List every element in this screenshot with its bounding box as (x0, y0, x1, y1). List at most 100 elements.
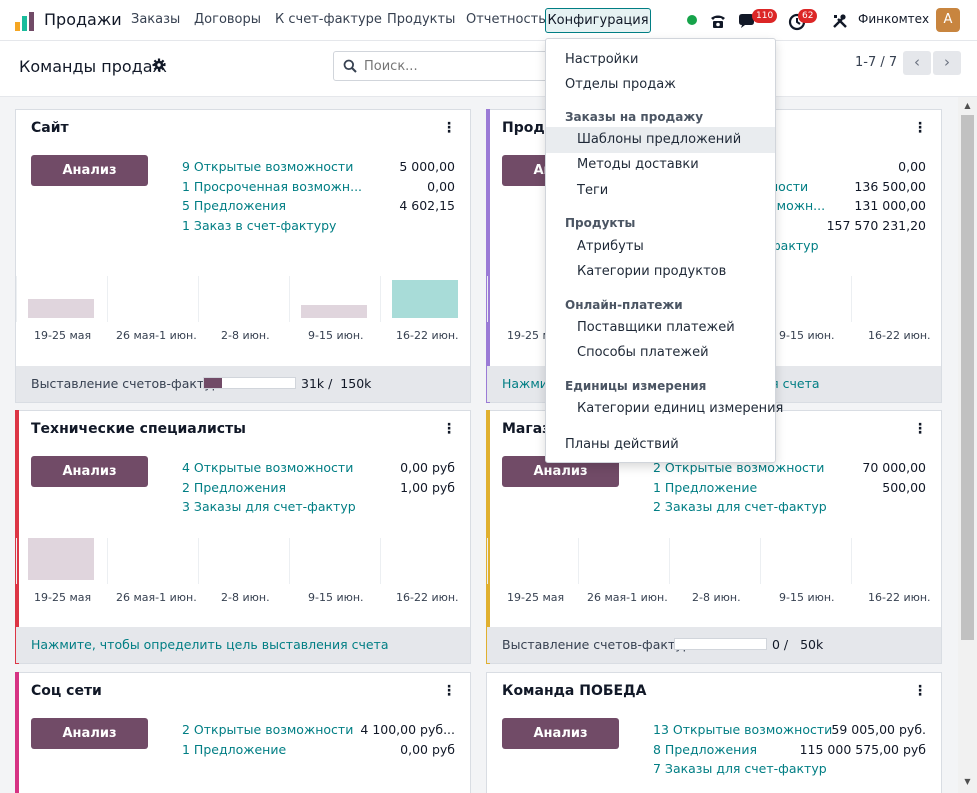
card-menu-icon[interactable]: ⋮ (913, 421, 927, 437)
card-menu-icon[interactable]: ⋮ (442, 421, 456, 437)
phone-icon[interactable] (708, 11, 728, 31)
dropdown-section-sales-orders: Заказы на продажу (565, 110, 704, 124)
card-graph[interactable] (16, 276, 470, 322)
dropdown-section-units-of-measure: Единицы измерения (565, 379, 707, 393)
card-graph[interactable] (487, 538, 941, 584)
graph-bar[interactable] (28, 538, 94, 580)
card-menu-icon[interactable]: ⋮ (442, 683, 456, 699)
team-card-social[interactable]: Соц сети ⋮ Анализ продаж 2 Открытые возм… (15, 672, 471, 793)
chat-icon[interactable] (737, 11, 757, 31)
stat-quotations[interactable]: 8 Предложения (653, 742, 757, 757)
stat-quotations[interactable]: 1 Предложение (653, 480, 758, 495)
stat-value: 5 000,00 (399, 159, 455, 174)
dropdown-item-payment-providers[interactable]: Поставщики платежей (577, 320, 735, 335)
stat-quotations[interactable]: 5 Предложения (182, 198, 286, 213)
invoicing-target-link-end[interactable]: ия счета (763, 376, 820, 391)
pager-previous-button[interactable]: ‹ (903, 51, 931, 75)
invoicing-target-link[interactable]: Нажми (502, 376, 548, 391)
stat-orders-to-invoice[interactable]: 3 Заказы для счет-фактур (182, 499, 356, 514)
sales-analysis-button[interactable]: Анализ продаж (502, 718, 619, 772)
graph-label: 9-15 июн. (308, 591, 364, 604)
stat-orders-to-invoice[interactable]: 1 Заказ в счет-фактуру (182, 218, 337, 233)
activities-badge: 62 (798, 9, 818, 23)
invoicing-progress-bar[interactable] (203, 377, 296, 389)
stat-open-opportunities[interactable]: 2 Открытые возможности (182, 722, 354, 737)
dropdown-item-uom-categories[interactable]: Категории единиц измерения (577, 401, 784, 416)
card-color-accent (486, 410, 490, 664)
card-title[interactable]: Прода (502, 120, 555, 136)
pager-next-button[interactable]: › (933, 51, 961, 75)
tools-icon[interactable] (830, 11, 850, 31)
card-menu-icon[interactable]: ⋮ (442, 120, 456, 136)
scroll-thumb[interactable] (961, 115, 974, 640)
stat-link[interactable]: зможн... (770, 198, 826, 213)
scroll-up-arrow[interactable]: ▲ (964, 101, 971, 110)
invoicing-label: Выставление счетов-фактур (502, 637, 691, 652)
card-title[interactable]: Команда ПОБЕДА (502, 683, 647, 699)
dropdown-item-activity-plans[interactable]: Планы действий (565, 437, 679, 452)
menu-to-invoice[interactable]: К счет-фактуре (275, 12, 382, 27)
stat-quotations[interactable]: 2 Предложения (182, 480, 286, 495)
control-panel: Команды продаж 1-7 / 7 ‹ › (0, 41, 977, 97)
card-title[interactable]: Соц сети (31, 683, 102, 699)
dropdown-item-attributes[interactable]: Атрибуты (577, 239, 644, 254)
stat-orders-to-invoice[interactable]: 7 Заказы для счет-фактур (653, 761, 827, 776)
card-graph[interactable] (16, 538, 470, 584)
sales-analysis-button[interactable]: Анализ продаж (31, 155, 148, 209)
search-input[interactable] (364, 56, 544, 76)
stat-overdue-opportunity[interactable]: 1 Просроченная возможн... (182, 179, 363, 194)
dropdown-section-online-payments: Онлайн-платежи (565, 298, 683, 312)
search-box[interactable] (333, 51, 553, 81)
stat-value: 70 000,00 (862, 460, 926, 475)
menu-reporting[interactable]: Отчетность (466, 12, 546, 27)
stat-quotations[interactable]: 1 Предложение (182, 742, 287, 757)
stat-link[interactable]: фактур (770, 238, 819, 253)
dropdown-item-delivery-methods[interactable]: Методы доставки (577, 157, 699, 172)
stat-value: 4 100,00 руб... (360, 722, 455, 737)
page-scrollbar[interactable]: ▲ ▼ (958, 97, 977, 793)
dropdown-item-settings[interactable]: Настройки (565, 52, 639, 67)
invoicing-progress-bar[interactable] (674, 638, 767, 650)
stat-open-opportunities[interactable]: 9 Открытые возможности (182, 159, 354, 174)
sales-analysis-button[interactable]: Анализ продаж (31, 718, 148, 772)
dropdown-item-payment-methods[interactable]: Способы платежей (577, 345, 709, 360)
graph-label: 9-15 июн. (779, 329, 835, 342)
card-menu-icon[interactable]: ⋮ (913, 683, 927, 699)
sales-chart-icon[interactable] (14, 10, 36, 32)
company-name[interactable]: Финкомтех (858, 12, 930, 26)
card-footer: Выставление счетов-фактур 0 / 50k (487, 627, 941, 663)
stat-value: 0,00 руб (400, 460, 455, 475)
app-name[interactable]: Продажи (44, 10, 122, 29)
gear-icon[interactable] (152, 58, 166, 72)
menu-configuration[interactable]: Конфигурация (545, 8, 651, 33)
menu-products[interactable]: Продукты (387, 12, 456, 27)
card-title[interactable]: Магаз (502, 421, 551, 437)
graph-bar[interactable] (301, 305, 367, 318)
scroll-down-arrow[interactable]: ▼ (964, 777, 971, 786)
invoicing-target-link[interactable]: Нажмите, чтобы определить цель выставлен… (31, 637, 389, 652)
team-card-technical[interactable]: Технические специалисты ⋮ Анализ продаж … (15, 410, 471, 664)
stat-open-opportunities[interactable]: 13 Открытые возможности (653, 722, 833, 737)
graph-label: 26 мая-1 июн. (587, 591, 668, 604)
sales-analysis-button[interactable]: Анализ продаж (31, 456, 148, 510)
stat-link[interactable]: ности (770, 179, 809, 194)
stat-open-opportunities[interactable]: 4 Открытые возможности (182, 460, 354, 475)
team-card-website[interactable]: Сайт ⋮ Анализ продаж 9 Открытые возможно… (15, 109, 471, 403)
stat-open-opportunities[interactable]: 2 Открытые возможности (653, 460, 825, 475)
card-title[interactable]: Технические специалисты (31, 421, 246, 437)
card-title[interactable]: Сайт (31, 120, 69, 136)
menu-orders[interactable]: Заказы (131, 12, 181, 27)
pager-value[interactable]: 1-7 / 7 (855, 55, 898, 70)
stat-value: 500,00 (882, 480, 926, 495)
avatar[interactable]: A (936, 8, 960, 32)
card-menu-icon[interactable]: ⋮ (913, 120, 927, 136)
dropdown-item-sales-teams[interactable]: Отделы продаж (565, 77, 676, 92)
dropdown-item-quotation-templates[interactable]: Шаблоны предложений (546, 127, 775, 153)
team-card-pobeda[interactable]: Команда ПОБЕДА ⋮ Анализ продаж 13 Открыт… (486, 672, 942, 793)
menu-contracts[interactable]: Договоры (194, 12, 262, 27)
graph-bar[interactable] (392, 280, 458, 318)
stat-orders-to-invoice[interactable]: 2 Заказы для счет-фактур (653, 499, 827, 514)
dropdown-item-tags[interactable]: Теги (577, 183, 609, 198)
graph-bar[interactable] (28, 299, 94, 318)
dropdown-item-product-categories[interactable]: Категории продуктов (577, 264, 727, 279)
